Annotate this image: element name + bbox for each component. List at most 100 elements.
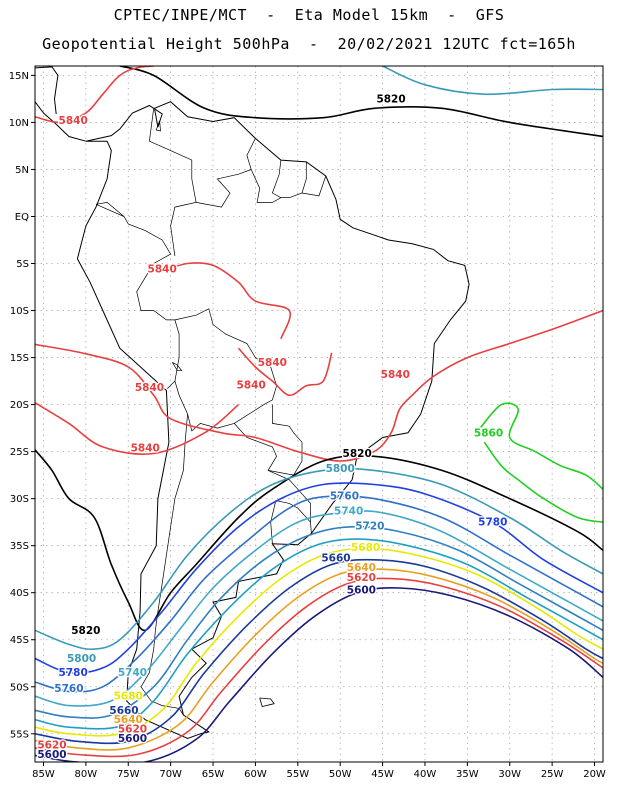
- lon-tick-label: 75W: [117, 769, 140, 780]
- coastline: [35, 101, 87, 142]
- country-border: [140, 413, 188, 716]
- lon-tick-label: 65W: [202, 769, 225, 780]
- country-border: [270, 500, 311, 544]
- contour-label: 5840: [135, 382, 164, 394]
- contour-label: 5840: [381, 369, 410, 381]
- lon-tick-label: 85W: [32, 769, 55, 780]
- contour-line: [35, 547, 603, 737]
- height-contours: [35, 66, 603, 762]
- contour-line: [35, 558, 603, 745]
- lake-outline: [172, 361, 183, 372]
- contour-label: 5680: [351, 542, 380, 554]
- lat-tick-label: EQ: [15, 212, 29, 223]
- lake-outline: [155, 120, 161, 132]
- contour-label: 5620: [347, 572, 376, 584]
- contour-label: 5820: [71, 625, 100, 637]
- contour-line: [35, 510, 603, 707]
- contour-line: [35, 587, 603, 762]
- contour-label: 5840: [148, 264, 177, 276]
- contour-label: 5800: [326, 463, 355, 475]
- lat-tick-label: 40S: [10, 588, 29, 599]
- lat-tick-label: 45S: [10, 635, 29, 646]
- contour-label: 5800: [67, 653, 96, 665]
- contour-line: [35, 467, 603, 651]
- contour-label: 5640: [347, 562, 376, 574]
- coastline: [35, 66, 59, 115]
- map-geography: [0, 66, 470, 740]
- lon-tick-label: 55W: [286, 769, 309, 780]
- contour-label: 5860: [474, 427, 503, 439]
- contour-label: 5760: [330, 490, 359, 502]
- contour-label: 5840: [237, 379, 266, 391]
- country-border: [301, 175, 327, 197]
- contour-label: 5820: [343, 448, 372, 460]
- island-outline: [0, 218, 1, 226]
- axis-ticks: 15N 10N 5N EQ 5S 10S 15S 20S 25S 30S 35S 40S 45S 50S 5…: [9, 71, 606, 780]
- contour-line: [119, 66, 603, 138]
- contour-line: [35, 449, 603, 632]
- contour-line: [35, 538, 603, 730]
- island-outline: [259, 697, 275, 707]
- contour-label: 5620: [37, 740, 66, 752]
- contour-label: 5600: [347, 584, 376, 596]
- contour-label: 5640: [114, 714, 143, 726]
- contour-label: 5620: [118, 724, 147, 736]
- lat-tick-label: 15N: [9, 71, 29, 82]
- contour-line: [35, 525, 603, 719]
- country-border: [267, 470, 312, 534]
- contour-line: [35, 402, 240, 455]
- country-border: [271, 160, 307, 199]
- contour-line: [35, 568, 603, 751]
- lon-tick-label: 80W: [75, 769, 98, 780]
- lat-tick-label: 35S: [10, 541, 29, 552]
- contour-line: [382, 66, 603, 96]
- lat-tick-label: 25S: [10, 447, 29, 458]
- lat-tick-label: 30S: [10, 494, 29, 505]
- lon-tick-label: 35W: [456, 769, 479, 780]
- chart-title-line2: Geopotential Height 500hPa - 20/02/2021 …: [42, 35, 576, 53]
- map-frame: [34, 65, 604, 763]
- contour-label: 5840: [258, 357, 287, 369]
- contour-label: 5600: [118, 733, 147, 745]
- contour-line: [35, 494, 603, 693]
- contour-label: 5740: [118, 667, 147, 679]
- lat-tick-label: 5N: [15, 165, 29, 176]
- country-border: [233, 404, 303, 476]
- lon-tick-label: 60W: [244, 769, 267, 780]
- lon-tick-label: 40W: [414, 769, 437, 780]
- lat-tick-label: 15S: [10, 353, 29, 364]
- contour-label: 5660: [321, 552, 350, 564]
- lat-tick-label: 20S: [10, 400, 29, 411]
- contour-labels: 5820 5840 5840 5840 5840 5840 5840 5840 5860 5820…: [36, 92, 509, 762]
- lon-tick-label: 30W: [498, 769, 521, 780]
- chart-title-line1: CPTEC/INPE/MCT - Eta Model 15km - GFS: [113, 6, 505, 24]
- contour-label: 5740: [334, 505, 363, 517]
- contour-label: 5680: [114, 691, 143, 703]
- lon-tick-label: 70W: [159, 769, 182, 780]
- contour-label: 5760: [54, 683, 83, 695]
- lat-tick-label: 10S: [10, 306, 29, 317]
- lon-tick-label: 20W: [583, 769, 606, 780]
- coastline: [76, 101, 470, 740]
- contour-line: [35, 66, 154, 124]
- contour-label: 5780: [478, 517, 507, 529]
- contour-label: 5780: [59, 667, 88, 679]
- country-border: [95, 203, 180, 389]
- lat-tick-label: 55S: [10, 729, 29, 740]
- lat-tick-label: 5S: [16, 259, 29, 270]
- contour-label: 5820: [376, 93, 405, 105]
- lat-tick-label: 10N: [9, 118, 29, 129]
- map-background: [35, 66, 603, 762]
- lat-tick-label: 50S: [10, 682, 29, 693]
- lon-tick-label: 50W: [329, 769, 352, 780]
- country-border: [174, 308, 277, 432]
- lon-tick-label: 25W: [541, 769, 564, 780]
- country-border: [196, 138, 256, 208]
- contour-line: [161, 262, 292, 340]
- country-border: [95, 202, 125, 217]
- contour-line: [479, 402, 603, 490]
- contour-line: [35, 309, 603, 462]
- contour-line: [35, 482, 603, 674]
- contour-label: 5840: [59, 115, 88, 127]
